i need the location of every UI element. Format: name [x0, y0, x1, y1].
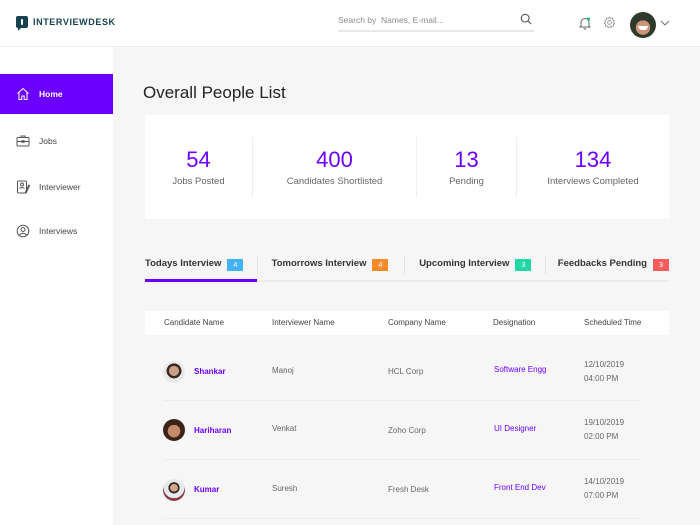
user-circle-icon [16, 224, 30, 238]
sidebar-item-interviews[interactable]: Interviews [0, 211, 113, 251]
designation[interactable]: Software Engg [494, 365, 547, 374]
stat-value: 13 [454, 147, 479, 172]
count-badge: 4 [372, 259, 389, 271]
scheduled-hour: 04:00 PM [584, 374, 619, 383]
search-icon[interactable] [520, 13, 532, 25]
sidebar: Home Jobs Interviewer Interviews [0, 47, 113, 525]
table-row[interactable]: Kumar Suresh Fresh Desk Front End Dev 14… [163, 460, 640, 519]
table-row[interactable]: Shankar Manoj HCL Corp Software Engg 12/… [163, 342, 640, 401]
sidebar-item-interviewer[interactable]: Interviewer [0, 167, 113, 207]
user-avatar[interactable] [630, 12, 656, 38]
tab-label: Upcoming Interview [419, 258, 510, 269]
stat-value: 54 [186, 147, 211, 172]
logo-icon [16, 16, 28, 31]
company-name: Fresh Desk [388, 485, 429, 494]
tab-label: Feedbacks Pending [557, 258, 647, 269]
logo-text: INTERVIEWDESK [33, 17, 116, 27]
interviewer-name: Venkat [272, 424, 297, 433]
stat-value: 400 [316, 147, 353, 172]
candidate-name[interactable]: Shankar [194, 367, 226, 376]
column-header-designation: Designation [493, 318, 536, 327]
stat-label: Jobs Posted [172, 176, 225, 187]
stat-jobs-posted: 54 Jobs Posted [145, 137, 253, 197]
scheduled-time: 12/10/2019 04:00 PM [584, 358, 624, 386]
column-header-interviewer: Interviewer Name [272, 318, 335, 327]
sidebar-item-label: Home [39, 89, 63, 99]
tab-label: Todays Interview [145, 258, 222, 269]
candidate-avatar [163, 479, 185, 501]
column-header-scheduled-time: Scheduled Time [584, 318, 642, 327]
interview-tabs: Todays Interview 4 Tomorrows Interview 4… [145, 252, 669, 282]
count-badge: 4 [227, 259, 244, 271]
logo[interactable]: INTERVIEWDESK [16, 16, 116, 31]
designation[interactable]: Front End Dev [494, 483, 546, 492]
tab-tomorrows-interview[interactable]: Tomorrows Interview 4 [258, 252, 405, 280]
stats-card: 54 Jobs Posted 400 Candidates Shortliste… [145, 115, 669, 219]
scheduled-date: 12/10/2019 [584, 360, 625, 369]
id-card-icon [17, 180, 30, 194]
scheduled-hour: 02:00 PM [584, 432, 619, 441]
candidate-avatar [163, 419, 185, 441]
table-row[interactable]: Hariharan Venkat Zoho Corp UI Designer 1… [163, 401, 640, 460]
column-header-company: Company Name [388, 318, 446, 327]
tab-label: Tomorrows Interview [271, 258, 367, 269]
chevron-down-icon[interactable] [660, 19, 670, 27]
count-badge: 3 [515, 259, 532, 271]
tab-todays-interview[interactable]: Todays Interview 4 [145, 252, 257, 282]
count-badge: 3 [653, 259, 669, 271]
search-box [338, 10, 534, 32]
sidebar-item-label: Jobs [39, 136, 57, 146]
sidebar-item-home[interactable]: Home [0, 74, 113, 114]
stat-label: Interviews Completed [547, 176, 639, 187]
scheduled-time: 19/10/2019 02:00 PM [584, 416, 624, 444]
company-name: Zoho Corp [388, 426, 426, 435]
briefcase-icon [16, 135, 30, 147]
bell-icon[interactable] [578, 16, 592, 30]
candidate-name[interactable]: Kumar [194, 485, 220, 494]
tab-feedbacks-pending[interactable]: Feedbacks Pending 3 [546, 252, 669, 280]
top-bar: INTERVIEWDESK [0, 0, 700, 47]
interviewer-name: Manoj [272, 366, 294, 375]
stat-candidates-shortlisted: 400 Candidates Shortlisted [253, 137, 417, 197]
scheduled-date: 19/10/2019 [584, 418, 625, 427]
table-header: Candidate Name Interviewer Name Company … [145, 311, 669, 335]
page-title: Overall People List [143, 83, 286, 102]
scheduled-time: 14/10/2019 07:00 PM [584, 475, 624, 503]
scheduled-hour: 07:00 PM [584, 491, 619, 500]
sidebar-item-label: Interviews [39, 226, 78, 236]
company-name: HCL Corp [388, 367, 424, 376]
home-icon [17, 87, 29, 100]
tab-divider [256, 256, 258, 274]
tab-divider [544, 256, 546, 274]
tab-upcoming-interview[interactable]: Upcoming Interview 3 [405, 252, 545, 280]
gear-icon[interactable] [603, 16, 616, 29]
tab-divider [404, 256, 406, 274]
column-header-candidate: Candidate Name [164, 318, 225, 327]
candidate-name[interactable]: Hariharan [194, 426, 232, 435]
scheduled-date: 14/10/2019 [584, 477, 625, 486]
search-input[interactable] [338, 10, 508, 30]
stat-interviews-completed: 134 Interviews Completed [517, 137, 669, 197]
sidebar-item-label: Interviewer [39, 182, 81, 192]
interviewer-name: Suresh [272, 484, 298, 493]
stat-label: Pending [449, 176, 484, 187]
stat-value: 134 [574, 147, 612, 172]
stat-label: Candidates Shortlisted [286, 176, 383, 187]
designation[interactable]: UI Designer [494, 424, 537, 433]
candidate-avatar [163, 361, 185, 383]
sidebar-item-jobs[interactable]: Jobs [0, 121, 113, 161]
stat-pending: 13 Pending [417, 137, 517, 197]
